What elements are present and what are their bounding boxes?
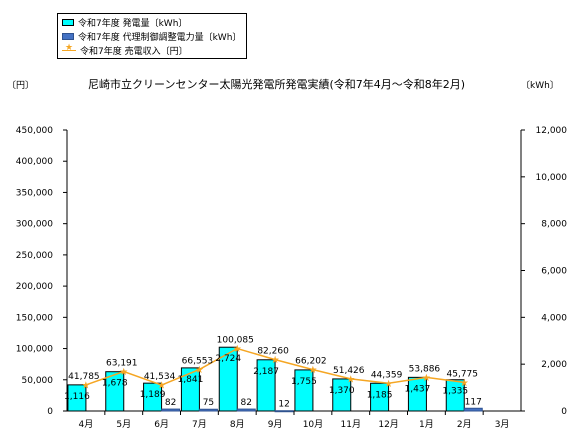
legend-item-proxy-control: 令和7年度 代理制御調整電力量〔kWh〕	[62, 30, 241, 43]
revenue-point-marker: ★	[233, 344, 242, 355]
bar-generation	[445, 379, 465, 412]
y-left-tick-label: 350,000	[16, 188, 53, 198]
revenue-point-marker: ★	[460, 378, 469, 389]
y-right-tick-label: 8,000	[541, 220, 567, 230]
data-label-revenue: 51,426	[333, 366, 365, 376]
x-tick-label: 12月	[378, 419, 398, 430]
revenue-point-marker: ★	[195, 365, 204, 376]
y-left-tick-label: 250,000	[16, 251, 53, 261]
bar-proxy-control	[274, 410, 294, 413]
data-label-proxy-control: 117	[465, 397, 482, 407]
legend-item-generation: 令和7年度 発電量〔kWh〕	[62, 16, 187, 29]
data-label-revenue: 41,534	[144, 372, 176, 382]
data-label-generation: 1,185	[367, 390, 393, 400]
data-label-generation: 1,370	[329, 386, 355, 396]
chart-title: 尼崎市立クリーンセンター太陽光発電所発電実績(令和7年4月～令和8年2月)	[88, 78, 466, 91]
legend-swatch-generation	[62, 19, 74, 26]
bar-generation	[67, 384, 87, 412]
bar-proxy-control	[463, 407, 483, 412]
legend-swatch-proxy-control	[62, 33, 74, 40]
data-label-proxy-control: 82	[165, 398, 176, 408]
y-right-unit-label: 〔kWh〕	[521, 81, 559, 91]
data-label-revenue: 44,359	[371, 370, 403, 380]
legend-label-revenue: 令和7年度 売電収入〔円〕	[80, 47, 188, 57]
y-right-tick-label: 2,000	[541, 360, 567, 370]
x-tick-label: 10月	[303, 419, 323, 430]
y-right-tick-label: 10,000	[536, 173, 568, 183]
bar-generation	[180, 367, 200, 412]
bar-generation	[256, 359, 276, 412]
revenue-point-marker: ★	[271, 355, 280, 366]
bar-generation	[407, 376, 427, 412]
bar-generation	[105, 371, 125, 412]
x-tick-label: 3月	[495, 419, 510, 430]
bar-generation	[370, 382, 390, 412]
x-tick-label: 8月	[230, 419, 245, 430]
bar-generation	[294, 369, 314, 412]
revenue-point-marker: ★	[422, 373, 431, 384]
revenue-line	[85, 347, 465, 386]
revenue-point-marker: ★	[308, 365, 317, 376]
data-label-generation: 1,755	[291, 377, 317, 387]
data-label-generation: 1,437	[405, 384, 431, 394]
data-label-revenue: 53,886	[409, 364, 441, 374]
legend-label-generation: 令和7年度 発電量〔kWh〕	[78, 19, 188, 29]
data-label-generation: 1,189	[140, 390, 166, 400]
data-label-revenue: 82,260	[257, 347, 289, 357]
revenue-point-marker: ★	[384, 379, 393, 390]
bar-proxy-control	[161, 408, 181, 412]
data-label-generation: 2,187	[253, 367, 279, 377]
y-left-tick-label: 50,000	[22, 376, 54, 386]
data-label-generation: 2,724	[215, 354, 241, 364]
legend-swatch-revenue	[62, 43, 76, 55]
data-label-revenue: 66,202	[295, 357, 327, 367]
y-right-tick-label: 0	[561, 407, 567, 417]
data-label-revenue: 41,785	[68, 372, 100, 382]
y-left-tick-label: 450,000	[16, 126, 53, 136]
x-tick-label: 4月	[79, 419, 94, 430]
y-left-tick-label: 400,000	[16, 157, 53, 167]
x-tick-label: 1月	[419, 419, 434, 430]
x-tick-label: 9月	[268, 419, 283, 430]
y-left-tick-label: 150,000	[16, 313, 53, 323]
bar-proxy-control	[236, 408, 256, 412]
data-label-generation: 1,116	[64, 392, 90, 402]
data-label-revenue: 100,085	[217, 336, 254, 346]
data-label-generation: 1,678	[102, 379, 128, 389]
legend: 令和7年度 発電量〔kWh〕 令和7年度 代理制御調整電力量〔kWh〕 令和7年…	[57, 13, 247, 59]
x-tick-label: 5月	[116, 419, 131, 430]
bar-generation	[332, 378, 352, 412]
revenue-point-marker: ★	[119, 367, 128, 378]
revenue-point-marker: ★	[157, 381, 166, 392]
x-tick-label: 7月	[192, 419, 207, 430]
data-label-revenue: 66,553	[182, 356, 214, 366]
x-tick-label: 2月	[457, 419, 472, 430]
x-tick-label: 11月	[341, 419, 361, 430]
legend-item-revenue: 令和7年度 売電収入〔円〕	[62, 43, 188, 57]
revenue-point-marker: ★	[81, 380, 90, 391]
y-left-unit-label: 〔円〕	[7, 81, 35, 91]
x-tick-label: 6月	[154, 419, 169, 430]
y-left-tick-label: 200,000	[16, 282, 53, 292]
data-label-proxy-control: 75	[203, 398, 214, 408]
legend-label-proxy-control: 令和7年度 代理制御調整電力量〔kWh〕	[78, 33, 242, 43]
data-label-proxy-control: 82	[241, 398, 252, 408]
bar-proxy-control	[198, 408, 218, 412]
bar-generation	[218, 346, 238, 412]
y-left-tick-label: 300,000	[16, 220, 53, 230]
data-label-revenue: 63,191	[106, 359, 138, 369]
y-left-tick-label: 0	[47, 407, 53, 417]
data-label-generation: 1,841	[178, 375, 204, 385]
y-right-tick-label: 12,000	[536, 126, 568, 136]
data-label-generation: 1,335	[442, 387, 468, 397]
data-label-revenue: 45,775	[447, 369, 479, 379]
data-label-proxy-control: 12	[278, 400, 289, 410]
revenue-point-marker: ★	[346, 374, 355, 385]
bar-generation	[143, 382, 163, 412]
y-left-tick-label: 100,000	[16, 345, 53, 355]
y-right-tick-label: 6,000	[541, 267, 567, 277]
y-right-tick-label: 4,000	[541, 313, 567, 323]
